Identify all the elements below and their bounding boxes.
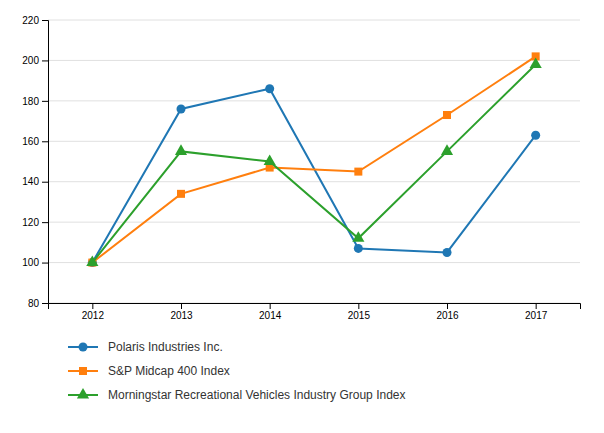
series (88, 84, 540, 267)
tick-label: 160 (22, 136, 39, 147)
tick-label: 200 (22, 55, 39, 66)
grid-line (48, 141, 580, 142)
tick-mark (42, 222, 48, 223)
tick-label: 2016 (436, 310, 459, 321)
legend-label: S&P Midcap 400 Index (108, 364, 230, 378)
axis-line (49, 304, 581, 310)
tick-label: 100 (22, 257, 39, 268)
tick-label: 120 (22, 217, 39, 228)
grid-line (48, 60, 580, 61)
x-axis: 2012 2013 2014 2015 2016 2017 (49, 303, 581, 321)
axis-line (42, 21, 49, 304)
tick-mark (92, 303, 93, 309)
grid-line (48, 222, 580, 223)
series-line (92, 89, 535, 263)
tick-mark (42, 101, 48, 102)
marker (354, 244, 363, 253)
y-axis: 80 100 120 140 160 180 200 220 (22, 15, 48, 309)
series-line (92, 64, 535, 262)
tick: 2012 (82, 303, 105, 321)
tick: 120 (22, 217, 48, 228)
series (88, 52, 539, 266)
marker (176, 104, 185, 113)
tick-label: 2012 (82, 310, 105, 321)
tick-mark (181, 303, 182, 309)
tick: 100 (22, 257, 48, 268)
tick-mark (270, 303, 271, 309)
grid-line (48, 262, 580, 263)
marker (86, 256, 98, 267)
tick: 80 (28, 298, 48, 309)
tick-label: 80 (28, 298, 40, 309)
tick: 2013 (170, 303, 193, 321)
marker (530, 57, 542, 68)
tick: 180 (22, 96, 48, 107)
series (86, 57, 541, 266)
marker (264, 154, 276, 165)
marker (175, 144, 187, 155)
tick-mark (42, 263, 48, 264)
tick: 200 (22, 55, 48, 66)
tick: 2015 (348, 303, 371, 321)
marker (354, 168, 362, 176)
chart: 2012 2013 2014 2015 2016 2017 80 100 120 140 160 18… (0, 0, 604, 433)
legend-label: Morningstar Recreational Vehicles Indust… (108, 388, 406, 402)
tick-label: 2015 (348, 310, 371, 321)
marker (442, 248, 451, 257)
marker (441, 144, 453, 155)
tick-mark (447, 303, 448, 309)
tick-mark (42, 141, 48, 142)
tick-label: 140 (22, 176, 39, 187)
marker (352, 231, 364, 242)
tick: 220 (22, 15, 48, 26)
legend-item: Polaris Industries Inc. (68, 340, 223, 354)
grid-line (48, 20, 580, 21)
tick-mark (42, 20, 48, 21)
marker (531, 131, 540, 140)
tick: 160 (22, 136, 48, 147)
tick-label: 2014 (259, 310, 282, 321)
tick-label: 220 (22, 15, 39, 26)
tick: 2014 (259, 303, 282, 321)
tick-mark (42, 60, 48, 61)
marker (265, 84, 274, 93)
legend-marker (79, 367, 87, 375)
plot: 2012 2013 2014 2015 2016 2017 80 100 120 140 160 18… (22, 15, 580, 321)
legend-item: S&P Midcap 400 Index (68, 364, 230, 378)
legend: Polaris Industries Inc. S&P Midcap 400 In… (68, 340, 406, 402)
tick-label: 180 (22, 96, 39, 107)
legend-item: Morningstar Recreational Vehicles Indust… (68, 388, 406, 402)
tick-mark (536, 303, 537, 309)
tick-label: 2017 (525, 310, 548, 321)
tick-label: 2013 (170, 310, 193, 321)
grid (48, 20, 580, 303)
marker (443, 111, 451, 119)
marks (86, 52, 541, 267)
tick-mark (42, 303, 48, 304)
tick: 2016 (436, 303, 459, 321)
tick: 140 (22, 176, 48, 187)
marker (177, 190, 185, 198)
legend-label: Polaris Industries Inc. (108, 340, 223, 354)
legend-marker (77, 388, 89, 399)
tick-mark (358, 303, 359, 309)
series-line (92, 56, 535, 262)
tick: 2017 (525, 303, 548, 321)
tick-mark (42, 182, 48, 183)
legend-marker (78, 342, 87, 351)
